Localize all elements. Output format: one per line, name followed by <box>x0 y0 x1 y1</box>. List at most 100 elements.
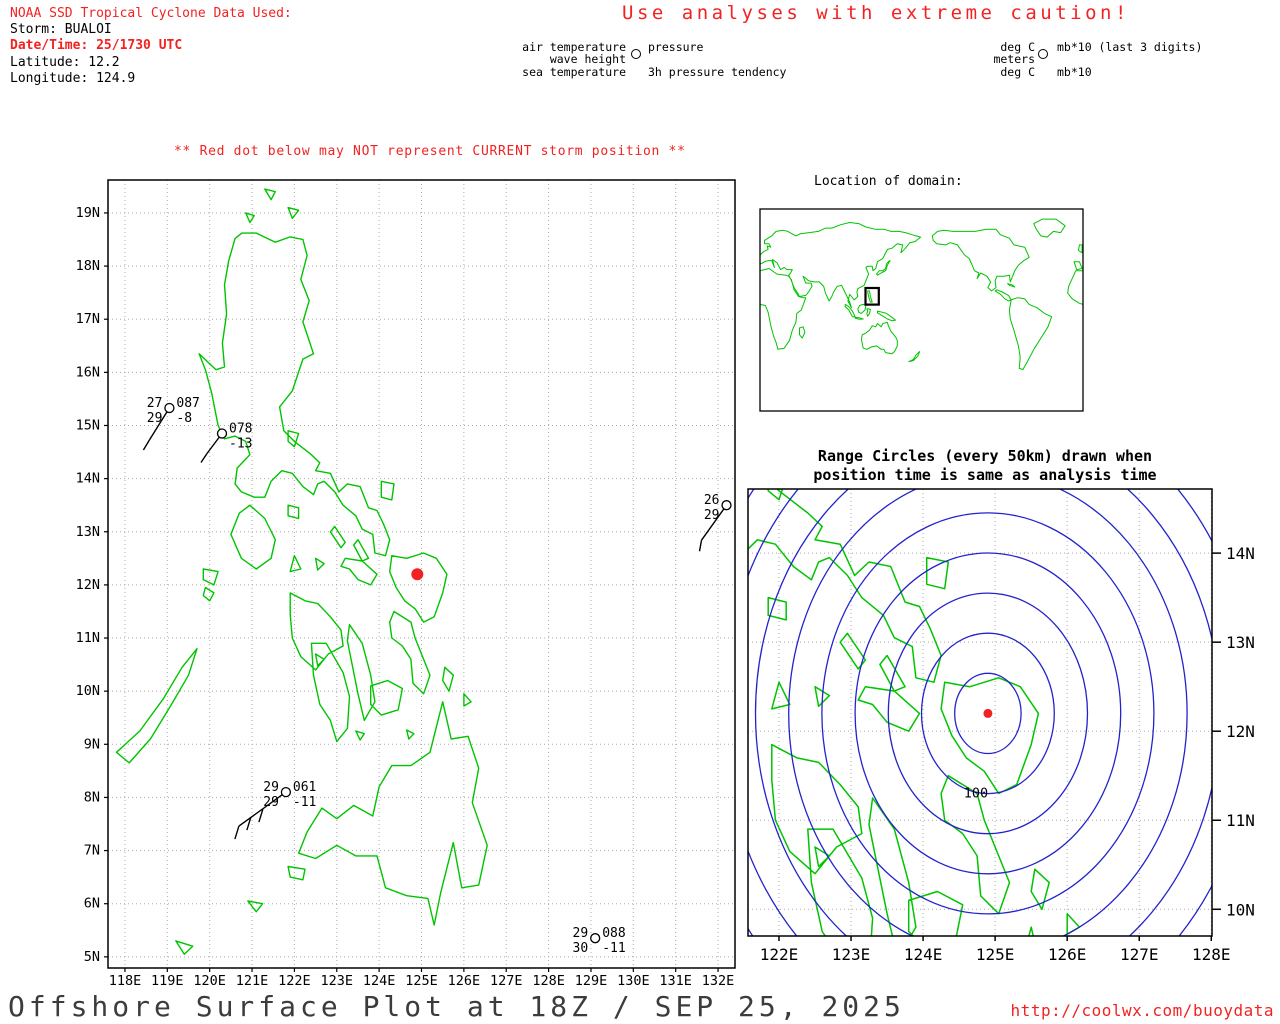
y-tick-label: 5N <box>84 949 100 965</box>
station-air-temp: 27 <box>147 396 163 411</box>
x-tick-label: 125E <box>976 945 1015 964</box>
x-tick-label: 119E <box>151 973 184 989</box>
lat-lon-grid <box>748 489 1212 936</box>
station-plot: 27 087 29 -8 <box>142 396 200 451</box>
x-tick-label: 130E <box>617 973 650 989</box>
y-tick-label: 11N <box>76 630 100 646</box>
x-tick-label: 122E <box>278 973 311 989</box>
data-source-line: NOAA SSD Tropical Cyclone Data Used: <box>10 6 292 21</box>
station-circle-icon <box>280 786 292 798</box>
wind-barb <box>246 816 252 831</box>
latitude-line: Latitude: 12.2 <box>10 54 120 70</box>
y-tick-label: 7N <box>84 843 100 859</box>
x-tick-label: 121E <box>236 973 269 989</box>
storm-position-dot <box>411 568 424 581</box>
y-tick-label: 15N <box>76 417 100 433</box>
plot-title: Offshore Surface Plot at 18Z / SEP 25, 2… <box>8 990 905 1023</box>
station-circle-icon <box>164 402 175 414</box>
range-circle <box>656 312 1280 1024</box>
x-tick-label: 126E <box>448 973 481 989</box>
x-tick-label: 128E <box>1192 945 1231 964</box>
range-map-title: Range Circles (every 50km) drawn when po… <box>785 447 1185 484</box>
x-tick-label: 132E <box>702 973 735 989</box>
x-tick-label: 127E <box>490 973 523 989</box>
x-tick-label: 125E <box>405 973 438 989</box>
range-map-title-line1: Range Circles (every 50km) drawn when <box>817 447 1153 465</box>
legend-air-temperature-label: air temperature <box>522 40 626 54</box>
x-tick-label: 123E <box>832 945 871 964</box>
y-tick-label: 13N <box>1226 633 1255 652</box>
units-wave-label: meters <box>993 52 1035 67</box>
station-pressure: 061 <box>293 780 316 795</box>
station-air-temp: 29 <box>263 780 279 795</box>
range-circles <box>656 312 1280 1024</box>
x-tick-label: 131E <box>659 973 692 989</box>
legend-sea-temperature-label: sea temperature <box>522 64 626 79</box>
range-circle <box>788 489 1188 936</box>
domain-map-title: Location of domain: <box>814 174 963 189</box>
station-pressure-tendency: -11 <box>602 941 625 956</box>
wind-barb <box>698 540 703 552</box>
lat-lon-grid <box>108 180 735 968</box>
station-sea-temp: 29 <box>704 508 720 523</box>
units-sea-label: deg C <box>1000 64 1035 79</box>
wind-barb <box>148 407 170 441</box>
y-tick-label: 10N <box>1226 900 1255 919</box>
philippines-coastline <box>115 188 488 955</box>
units-tendency-label: mb*10 <box>1057 64 1092 79</box>
source-url: http://coolwx.com/buoydata <box>1010 1001 1274 1020</box>
range-circle <box>754 489 1212 936</box>
station-pressure: 087 <box>176 396 199 411</box>
station-circle-icon <box>590 933 601 944</box>
range-circle <box>920 632 1055 795</box>
range-circle <box>854 552 1122 875</box>
station-circle-icon <box>216 428 228 439</box>
x-tick-label: 124E <box>904 945 943 964</box>
range-circle <box>821 512 1155 915</box>
y-tick-label: 12N <box>1226 722 1255 741</box>
domain-box <box>864 286 880 306</box>
x-tick-label: 122E <box>760 945 799 964</box>
x-tick-label: 123E <box>321 973 354 989</box>
red-dot-disclaimer: ** Red dot below may NOT represent CURRE… <box>174 144 686 159</box>
units-legend: deg C mb*10 (last 3 digits) meters deg C m… <box>985 41 1202 79</box>
range-circle <box>954 672 1022 755</box>
y-tick-label: 14N <box>76 471 100 487</box>
y-tick-label: 18N <box>76 258 100 274</box>
y-tick-label: 12N <box>76 577 100 593</box>
legend-pressure-tendency-label: 3h pressure tendency <box>648 64 787 79</box>
y-tick-label: 8N <box>84 789 100 805</box>
wind-barb <box>142 439 151 451</box>
station-sea-temp: 29 <box>147 411 163 426</box>
philippines-coastline <box>748 489 1081 936</box>
wind-barb <box>700 504 728 541</box>
station-pressure-tendency: -11 <box>293 795 316 810</box>
range-circle-label: 100 <box>964 786 988 802</box>
range-map-title-line2: position time is same as analysis time <box>813 465 1157 484</box>
storm-info-header: NOAA SSD Tropical Cyclone Data Used: Sto… <box>10 6 292 87</box>
y-tick-label: 17N <box>76 311 100 327</box>
x-tick-label: 128E <box>532 973 565 989</box>
station-pressure: 088 <box>602 926 625 941</box>
station-plot: 29 061 29 -11 <box>234 780 316 840</box>
wind-barb <box>200 453 208 463</box>
world-coastline <box>760 218 1083 370</box>
range-circle <box>887 592 1089 835</box>
y-tick-label: 6N <box>84 896 100 912</box>
y-tick-label: 14N <box>1226 544 1255 563</box>
storm-position-dot <box>983 708 993 718</box>
x-tick-label: 118E <box>109 973 142 989</box>
y-tick-label: 19N <box>76 205 100 221</box>
legend-wave-height-label: wave height <box>549 52 626 67</box>
y-tick-label: 11N <box>1226 811 1255 830</box>
range-circle <box>748 489 1212 936</box>
x-tick-label: 120E <box>193 973 226 989</box>
x-tick-label: 127E <box>1120 945 1159 964</box>
y-tick-label: 9N <box>84 736 100 752</box>
